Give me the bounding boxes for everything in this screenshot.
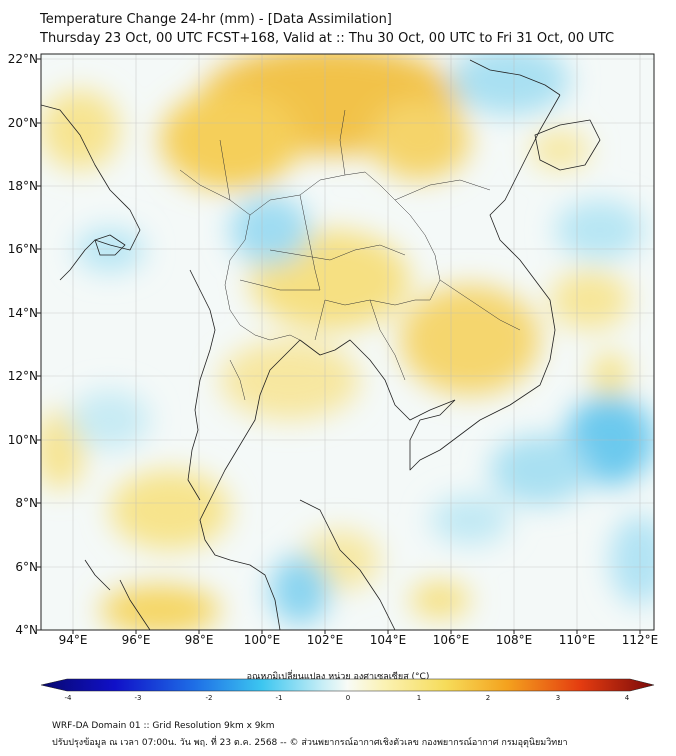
colorbar-tick: -4 <box>64 694 72 702</box>
lon-label: 102°E <box>306 633 344 647</box>
colorbar <box>40 678 655 692</box>
colorbar-tick: 1 <box>416 694 422 702</box>
lon-label: 106°E <box>432 633 470 647</box>
lon-label: 96°E <box>121 633 151 647</box>
colorbar-tick: 0 <box>345 694 351 702</box>
coastlines <box>41 59 601 630</box>
lat-label: 8°N <box>15 496 38 510</box>
lon-label: 98°E <box>184 633 214 647</box>
lat-label: 20°N <box>7 116 38 130</box>
colorbar-tick: 3 <box>555 694 561 702</box>
lat-label: 4°N <box>15 623 38 637</box>
lat-label: 14°N <box>7 306 38 320</box>
admin-borders <box>179 109 521 401</box>
temperature-field <box>41 54 654 630</box>
map-gridlines <box>41 54 654 630</box>
footer-credit: ปรับปรุงข้อมูล ณ เวลา 07:00น. วัน พฤ. ที… <box>52 738 568 748</box>
lon-label: 104°E <box>369 633 407 647</box>
lat-label: 18°N <box>7 179 38 193</box>
lat-label: 6°N <box>15 560 38 574</box>
colorbar-tick: -1 <box>275 694 283 702</box>
footer-model-info: WRF-DA Domain 01 :: Grid Resolution 9km … <box>52 721 275 731</box>
colorbar-tick: -2 <box>205 694 213 702</box>
lon-label: 108°E <box>495 633 533 647</box>
colorbar-tick: -3 <box>134 694 142 702</box>
lat-label: 12°N <box>7 369 38 383</box>
lat-label: 10°N <box>7 433 38 447</box>
axis-ticks <box>37 58 641 634</box>
temperature-change-map <box>37 53 655 634</box>
lon-label: 94°E <box>58 633 88 647</box>
lon-label: 100°E <box>243 633 281 647</box>
lat-label: 22°N <box>7 52 38 66</box>
lat-label: 16°N <box>7 242 38 256</box>
colorbar-gradient <box>40 678 655 692</box>
chart-subtitle: Thursday 23 Oct, 00 UTC FCST+168, Valid … <box>40 31 615 46</box>
chart-title: Temperature Change 24-hr (mm) - [Data As… <box>40 12 392 27</box>
colorbar-tick: 2 <box>485 694 491 702</box>
colorbar-tick: 4 <box>624 694 630 702</box>
lon-label: 112°E <box>621 633 659 647</box>
map-frame <box>40 53 655 631</box>
lon-label: 110°E <box>558 633 596 647</box>
colorbar-title: อุณหภูมิเปลี่ยนแปลง หน่วย องศาเซลเซียส (… <box>246 672 430 682</box>
